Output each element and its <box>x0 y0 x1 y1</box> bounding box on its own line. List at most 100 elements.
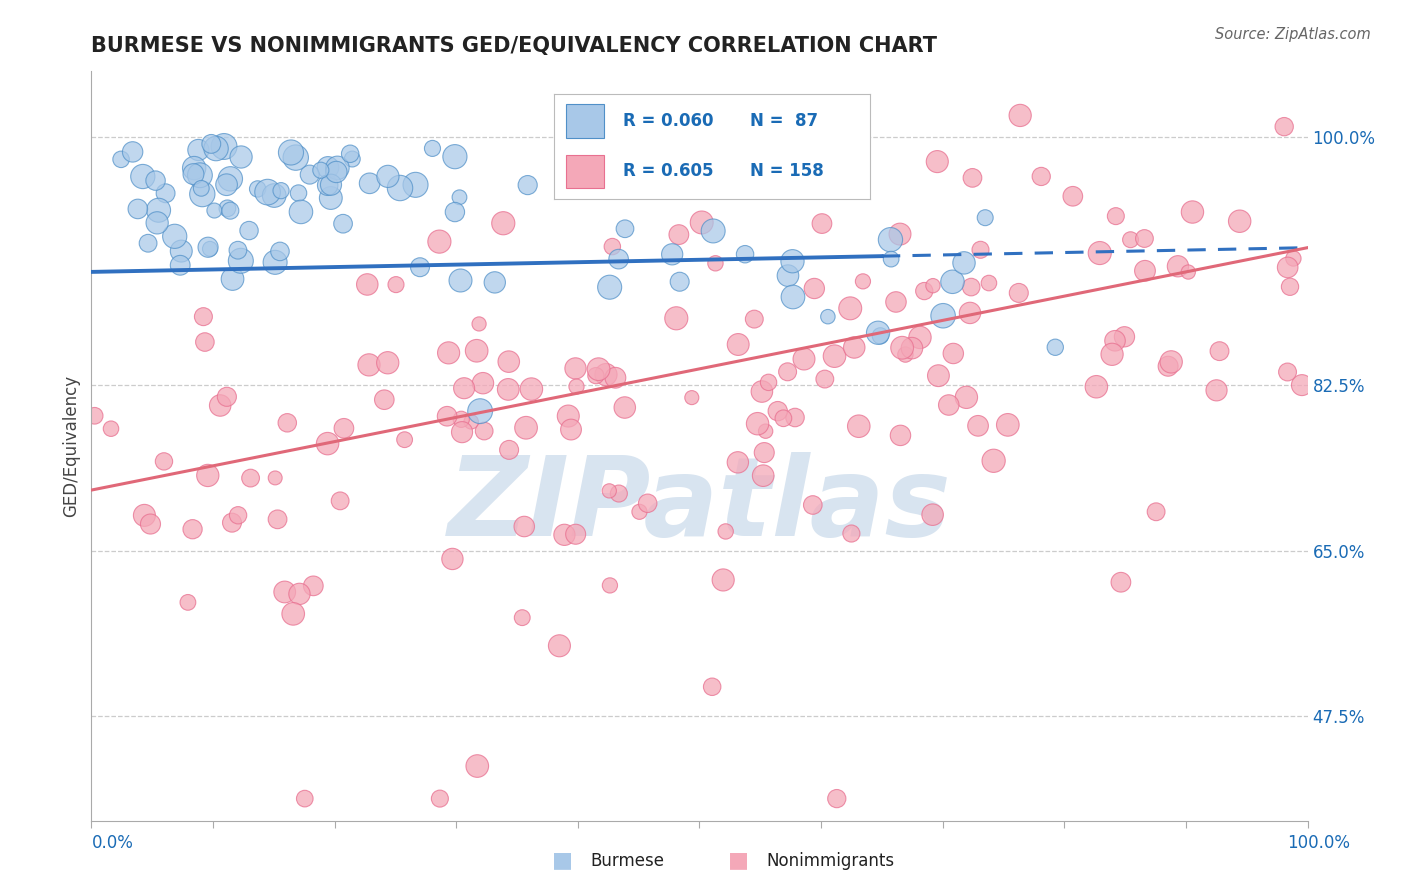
Point <box>734 247 756 261</box>
Point <box>598 483 620 498</box>
Point <box>266 512 288 526</box>
Point <box>450 273 472 287</box>
Point <box>1008 285 1031 300</box>
Point <box>284 151 307 165</box>
Text: Burmese: Burmese <box>591 852 665 870</box>
Point <box>1277 365 1299 379</box>
Point <box>498 442 520 457</box>
Point <box>1010 108 1032 122</box>
Point <box>811 217 834 231</box>
Point <box>319 191 342 205</box>
Point <box>751 384 773 399</box>
Point <box>880 252 903 266</box>
Point <box>170 244 193 258</box>
Point <box>444 205 467 219</box>
Point <box>901 341 924 355</box>
Point <box>465 343 488 358</box>
Point <box>405 178 427 192</box>
Point <box>127 202 149 216</box>
Point <box>359 177 381 191</box>
Point <box>564 361 586 376</box>
Point <box>953 256 976 270</box>
Point <box>955 390 977 404</box>
Point <box>183 161 205 175</box>
Point <box>460 415 482 429</box>
Y-axis label: GED/Equivalency: GED/Equivalency <box>62 375 80 517</box>
Point <box>713 108 735 122</box>
Point <box>155 186 177 201</box>
Point <box>298 168 321 182</box>
Point <box>922 278 945 293</box>
Point <box>316 178 339 193</box>
Point <box>422 141 444 155</box>
Point <box>472 376 495 391</box>
Point <box>1114 330 1136 344</box>
Point <box>637 496 659 510</box>
Point <box>202 203 225 218</box>
Point <box>599 578 621 592</box>
Point <box>1177 265 1199 279</box>
Point <box>841 526 863 541</box>
Point <box>263 188 285 202</box>
Point <box>727 337 749 351</box>
Point <box>1167 260 1189 274</box>
Point <box>783 410 806 425</box>
Point <box>1031 169 1053 184</box>
Point <box>325 165 347 179</box>
Point <box>239 471 262 485</box>
Point <box>932 309 955 323</box>
Point <box>294 791 316 805</box>
Text: Nonimmigrants: Nonimmigrants <box>766 852 894 870</box>
Point <box>197 468 219 483</box>
Point <box>825 791 848 805</box>
Point <box>742 312 765 326</box>
Point <box>496 383 519 397</box>
Text: ZIPatlas: ZIPatlas <box>447 452 952 559</box>
Point <box>326 161 349 175</box>
Point <box>256 185 278 199</box>
Point <box>588 362 610 376</box>
Point <box>977 276 1000 290</box>
Point <box>205 142 228 156</box>
Point <box>332 217 354 231</box>
Point <box>187 143 209 157</box>
Point <box>513 519 536 533</box>
Point <box>329 493 352 508</box>
Point <box>1133 264 1156 278</box>
Point <box>553 528 575 542</box>
Point <box>451 425 474 439</box>
Point <box>942 346 965 360</box>
Text: Source: ZipAtlas.com: Source: ZipAtlas.com <box>1215 27 1371 42</box>
Point <box>444 150 467 164</box>
Point <box>169 258 191 272</box>
Point <box>217 202 239 216</box>
Point <box>1291 378 1313 392</box>
Point <box>848 419 870 434</box>
Point <box>814 372 837 386</box>
Point <box>1088 246 1111 260</box>
Point <box>287 186 309 200</box>
Point <box>356 277 378 292</box>
Point <box>927 368 949 383</box>
Point <box>238 223 260 237</box>
Point <box>564 527 586 541</box>
Point <box>889 227 911 241</box>
Point <box>429 235 451 249</box>
Point <box>772 411 794 425</box>
Point <box>766 404 789 418</box>
Point <box>879 233 901 247</box>
Point <box>139 516 162 531</box>
Point <box>1104 334 1126 348</box>
Point <box>1277 260 1299 275</box>
Point <box>782 290 804 304</box>
Point <box>515 421 537 435</box>
Point <box>449 190 471 204</box>
Point <box>776 268 799 283</box>
Point <box>921 508 943 522</box>
Point <box>755 424 778 438</box>
Point <box>595 368 617 382</box>
Point <box>927 154 949 169</box>
Point <box>319 178 342 192</box>
Point <box>229 150 252 164</box>
Point <box>1062 189 1084 203</box>
